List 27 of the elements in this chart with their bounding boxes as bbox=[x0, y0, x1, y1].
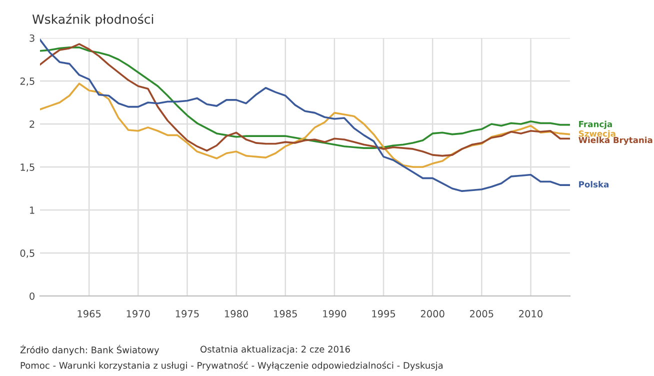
x-tick-label: 1975 bbox=[176, 310, 199, 318]
line-series bbox=[40, 82, 570, 168]
y-tick-label: 3 bbox=[30, 34, 34, 42]
text: Źródło danych: Bank Światowy bbox=[20, 344, 160, 356]
text: Pomoc - Warunki korzystania z usługi - Prywatność - Wyłączenie odpowiedzialności - Dyskusja bbox=[20, 361, 443, 371]
y-tick-label: 1,5 bbox=[20, 164, 34, 172]
series-label: Wielka Brytania bbox=[578, 136, 652, 145]
y-tick-label: 1 bbox=[30, 206, 34, 214]
y-tick-label: 2 bbox=[30, 120, 34, 128]
text: Ostatnia aktualizacja: 2 cze 2016 bbox=[200, 346, 350, 354]
x-tick-label: 2005 bbox=[470, 310, 494, 318]
y-tick-label: 0 bbox=[30, 292, 34, 300]
x-tick-label: 1995 bbox=[372, 310, 396, 318]
series-label: Szwecja bbox=[578, 130, 616, 138]
chart-title: Wskaźnik płodności bbox=[32, 14, 154, 26]
series-label: Francja bbox=[579, 120, 612, 129]
x-tick-label: 1990 bbox=[323, 310, 346, 318]
series-label: Polska bbox=[579, 181, 608, 188]
x-tick-label: 1980 bbox=[224, 310, 248, 318]
line-series bbox=[40, 38, 570, 192]
x-tick-label: 1970 bbox=[126, 310, 150, 318]
y-tick-label: 2,5 bbox=[20, 77, 34, 86]
x-tick-label: 2010 bbox=[519, 310, 542, 318]
x-tick-label: 1985 bbox=[274, 310, 297, 318]
x-tick-label: 1965 bbox=[78, 310, 101, 318]
x-tick-label: 2000 bbox=[420, 310, 444, 318]
y-tick-label: 0,5 bbox=[20, 249, 34, 258]
